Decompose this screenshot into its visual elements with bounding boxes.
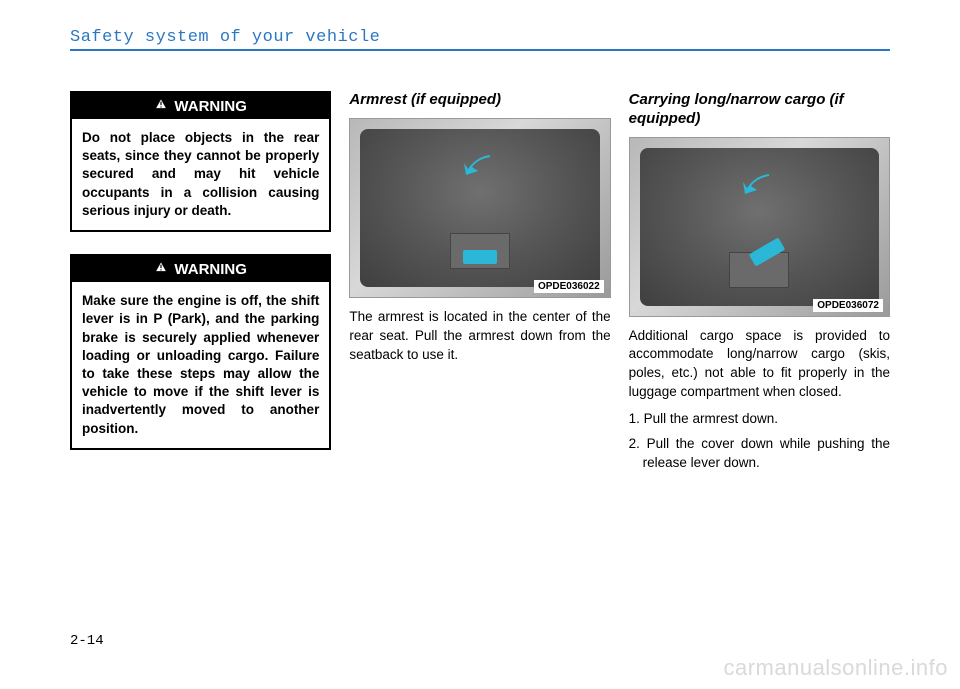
page-number: 2-14 [70, 633, 104, 649]
cargo-body-text: Additional cargo space is provided to ac… [629, 327, 890, 403]
warning-label-1: WARNING [174, 98, 247, 115]
warning-header-1: WARNING [72, 93, 329, 119]
armrest-box [450, 233, 510, 269]
cargo-passthrough-box [729, 252, 789, 288]
armrest-figure: OPDE036022 [349, 118, 610, 298]
warning-box-1: WARNING Do not place objects in the rear… [70, 91, 331, 232]
cargo-title: Carrying long/narrow cargo (if equipped) [629, 91, 890, 129]
cargo-step-1: 1. Pull the armrest down. [629, 410, 890, 429]
warning-text-2: Make sure the engine is off, the shift l… [72, 282, 329, 448]
armrest-title: Armrest (if equipped) [349, 91, 610, 110]
watermark-text: carmanualsonline.info [723, 655, 948, 681]
column-2: Armrest (if equipped) OPDE036022 The arm… [349, 91, 610, 479]
pull-arrow-icon [739, 168, 779, 201]
figure-code-armrest: OPDE036022 [534, 280, 604, 293]
content-columns: WARNING Do not place objects in the rear… [70, 91, 890, 479]
cargo-step-2: 2. Pull the cover down while pushing the… [629, 435, 890, 473]
figure-code-cargo: OPDE036072 [813, 299, 883, 312]
page-header: Safety system of your vehicle [70, 28, 890, 51]
warning-label-2: WARNING [174, 261, 247, 278]
pull-arrow-icon [460, 149, 500, 182]
manual-page: Safety system of your vehicle WARNING Do… [0, 0, 960, 689]
warning-triangle-icon [154, 97, 168, 115]
warning-box-2: WARNING Make sure the engine is off, the… [70, 254, 331, 450]
column-3: Carrying long/narrow cargo (if equipped)… [629, 91, 890, 479]
warning-text-1: Do not place objects in the rear seats, … [72, 119, 329, 230]
chapter-title: Safety system of your vehicle [70, 28, 890, 47]
armrest-accent [463, 250, 497, 264]
header-rule [70, 49, 890, 51]
cargo-figure: OPDE036072 [629, 137, 890, 317]
armrest-body-text: The armrest is located in the center of … [349, 308, 610, 365]
warning-triangle-icon [154, 260, 168, 278]
column-1: WARNING Do not place objects in the rear… [70, 91, 331, 479]
warning-header-2: WARNING [72, 256, 329, 282]
